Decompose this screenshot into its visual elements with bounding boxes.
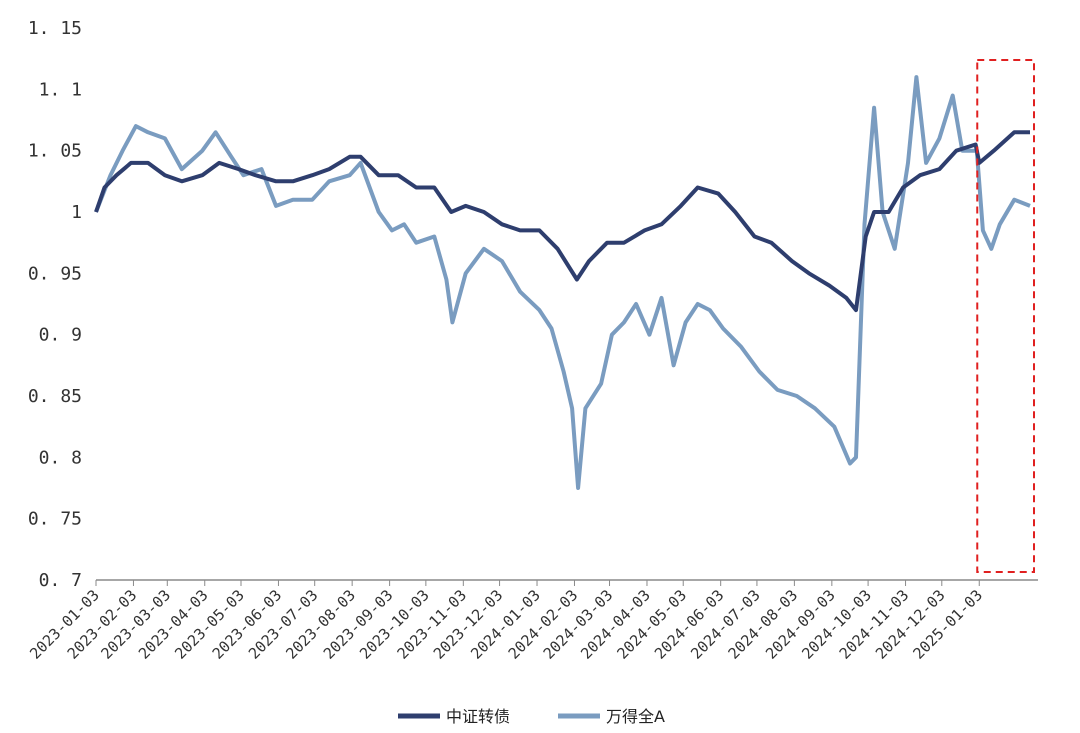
- x-axis-ticks: [95, 580, 980, 586]
- y-tick-label: 1. 15: [28, 18, 82, 39]
- y-tick-label: 1. 1: [39, 79, 82, 100]
- y-tick-label: 0. 9: [39, 325, 82, 346]
- legend: 中证转债 万得全A: [398, 707, 665, 726]
- y-tick-label: 1. 05: [28, 141, 82, 162]
- series-line-wande: [94, 75, 1031, 490]
- y-tick-label: 0. 85: [28, 386, 82, 407]
- y-tick-label: 0. 8: [39, 447, 82, 468]
- y-tick-label: 1: [71, 202, 82, 223]
- legend-label-wande: 万得全A: [606, 707, 665, 726]
- y-tick-label: 0. 95: [28, 263, 82, 284]
- y-tick-label: 0. 7: [39, 570, 82, 591]
- series-line-zhongzheng: [94, 130, 1030, 313]
- x-axis-tick-labels: 2023-01-032023-02-032023-03-032023-04-03…: [26, 586, 986, 663]
- legend-label-zhongzheng: 中证转债: [446, 707, 510, 726]
- y-tick-label: 0. 75: [28, 509, 82, 530]
- series-lines: [94, 75, 1031, 490]
- y-axis-tick-labels: 0. 7 0. 75 0. 8 0. 85 0. 9 0. 95 1 1. 05 1. 1 1. …: [28, 18, 82, 591]
- highlight-box: [976, 59, 1035, 573]
